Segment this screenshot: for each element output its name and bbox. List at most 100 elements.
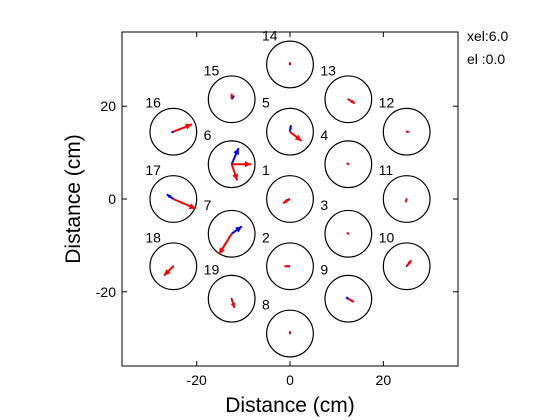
beam-circle	[207, 140, 256, 189]
beam-circle	[149, 175, 198, 223]
beam-circle	[207, 274, 256, 323]
beam-circle	[266, 107, 314, 156]
beam-arrow-blue	[288, 125, 293, 132]
beam-arrow-red	[230, 93, 233, 100]
beam-label: 17	[145, 162, 161, 178]
beam-label: 8	[262, 297, 270, 313]
beam-arrow-red	[406, 130, 410, 134]
beam-label: 19	[204, 262, 220, 278]
beam-arrow-red	[288, 62, 292, 65]
x-tick-label: -20	[187, 372, 207, 388]
beam-label: 11	[379, 162, 394, 178]
beam-arrow-blue-head	[288, 125, 293, 129]
beam-circle	[207, 75, 256, 124]
axes: -20 0 20 -20 0 20	[96, 32, 458, 388]
beam-arrow-red	[347, 297, 355, 303]
y-tick-label: 20	[100, 98, 116, 114]
beam-circle	[266, 309, 314, 358]
x-tick-label: 20	[376, 372, 392, 388]
x-axis-label: Distance (cm)	[225, 394, 355, 417]
beam-arrow-red	[172, 198, 197, 210]
beam-label: 15	[204, 62, 220, 78]
beam-arrow-blue	[231, 225, 243, 235]
beam-arrow-red-head	[230, 302, 236, 309]
xel-annotation: xel:6.0	[467, 28, 508, 44]
beam-label: 12	[379, 95, 395, 111]
beam-label: 16	[145, 95, 161, 111]
beam-circle	[324, 140, 373, 189]
beam-circle	[266, 242, 314, 291]
beam-circle	[149, 107, 198, 156]
beam-label: 4	[320, 127, 328, 143]
beam-label: 7	[204, 197, 212, 213]
beam-arrow-red-head	[406, 130, 410, 134]
beam-arrow-red-head	[405, 199, 408, 203]
beam-circle	[324, 209, 373, 258]
beam-label: 1	[262, 162, 270, 178]
y-tick-label: -20	[96, 284, 116, 300]
beam-arrow-red	[346, 231, 350, 236]
beam-arrow-red-head	[164, 268, 171, 276]
beam-arrow-red	[346, 162, 350, 166]
beam-arrow-red-head	[346, 232, 350, 236]
y-axis-label: Distance (cm)	[62, 134, 85, 264]
beam-arrow-red-head	[283, 199, 288, 204]
beam-arrow-red-head	[288, 62, 292, 65]
el-annotation: el :0.0	[467, 51, 505, 67]
beam-circle	[324, 274, 373, 323]
beam-label: 13	[320, 62, 336, 78]
x-tick-label: 0	[286, 372, 294, 388]
y-tick-label: 0	[108, 191, 116, 207]
beam-circle	[266, 175, 314, 223]
beam-arrow-red	[404, 198, 408, 203]
beam-circle	[324, 75, 373, 124]
beam-arrow-blue	[230, 147, 240, 165]
beam-arrow-red	[282, 198, 291, 205]
beam-arrow-red-head	[230, 93, 233, 97]
beam-arrow-blue-head	[231, 95, 234, 99]
beam-arrow-blue-head	[166, 194, 172, 199]
beam-circle	[382, 175, 431, 223]
beam-label: 2	[262, 229, 270, 245]
beam-arrow-red-head	[219, 247, 225, 255]
beam-arrow-red	[347, 98, 356, 105]
beam-circle	[382, 107, 431, 156]
beam-label: 5	[262, 95, 270, 111]
beam-arrow-red	[218, 233, 233, 255]
beam-arrow-red-head	[244, 161, 252, 168]
beam-arrow-red	[172, 123, 193, 133]
beam-arrow-blue-head	[233, 147, 239, 155]
beam-arrow-red	[288, 331, 292, 334]
beam-arrow-red	[231, 161, 252, 168]
beam-arrow-red-head	[185, 123, 192, 130]
beam-arrow-blue	[345, 296, 349, 300]
beam-arrow-red	[230, 163, 239, 181]
beam-circle	[382, 242, 431, 291]
beam-circle	[266, 40, 314, 89]
beam-arrow-red-head	[284, 264, 288, 268]
beam-label: 3	[320, 197, 328, 213]
beam-label: 18	[145, 229, 161, 245]
beam-arrow-blue	[166, 193, 174, 200]
beam-arrow-red-head	[350, 99, 355, 104]
beam-label: 10	[379, 229, 395, 245]
beam-circle	[149, 242, 198, 291]
beam-arrow-red-head	[288, 331, 292, 334]
beam-arrow-red-head	[294, 134, 302, 142]
beam-arrow-red	[163, 265, 175, 277]
beam-arrow-red-head	[346, 162, 350, 166]
beam-arrow-red	[284, 264, 290, 268]
beam-arrow-blue-head	[235, 226, 242, 233]
beam-arrow-red	[289, 130, 303, 142]
beam-label: 9	[320, 262, 328, 278]
beam-circle	[207, 209, 256, 258]
beam-arrow-red-head	[350, 299, 354, 302]
beam-arrow-red	[230, 298, 236, 309]
beam-arrow-blue-head	[346, 297, 349, 300]
beam-label: 6	[204, 127, 212, 143]
beam-arrow-red-head	[188, 203, 196, 210]
beam-arrow-red-head	[232, 173, 239, 181]
beam-arrow-red-head	[407, 260, 412, 265]
beam-arrow-red	[405, 259, 413, 267]
